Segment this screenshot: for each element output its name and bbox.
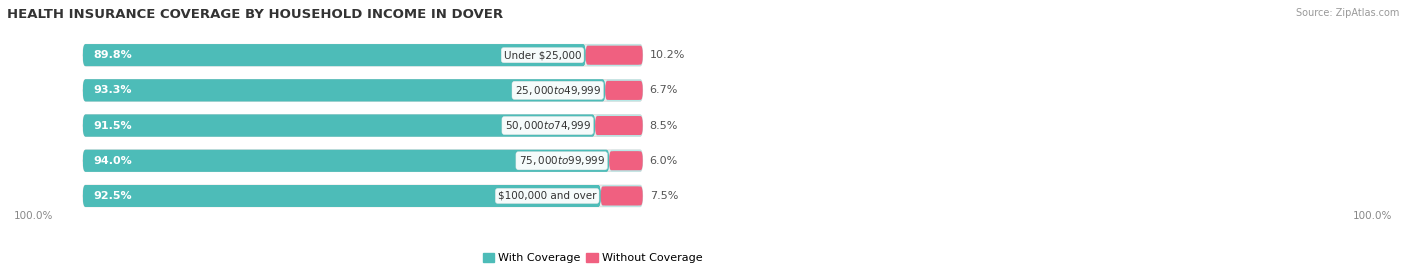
Text: 91.5%: 91.5%	[93, 121, 132, 130]
FancyBboxPatch shape	[595, 115, 643, 136]
FancyBboxPatch shape	[598, 116, 640, 135]
Text: 93.3%: 93.3%	[93, 85, 132, 95]
FancyBboxPatch shape	[83, 185, 643, 207]
FancyBboxPatch shape	[600, 185, 643, 207]
FancyBboxPatch shape	[609, 150, 643, 172]
FancyBboxPatch shape	[83, 115, 643, 136]
Text: Source: ZipAtlas.com: Source: ZipAtlas.com	[1295, 8, 1399, 18]
FancyBboxPatch shape	[83, 185, 600, 207]
FancyBboxPatch shape	[83, 79, 605, 101]
FancyBboxPatch shape	[586, 46, 643, 65]
FancyBboxPatch shape	[600, 186, 643, 206]
FancyBboxPatch shape	[83, 115, 595, 136]
Text: 6.0%: 6.0%	[650, 156, 678, 166]
FancyBboxPatch shape	[83, 185, 600, 207]
FancyBboxPatch shape	[83, 150, 643, 172]
Text: 94.0%: 94.0%	[93, 156, 132, 166]
Text: Under $25,000: Under $25,000	[503, 50, 581, 60]
FancyBboxPatch shape	[603, 187, 640, 205]
FancyBboxPatch shape	[83, 44, 643, 66]
FancyBboxPatch shape	[83, 79, 605, 101]
FancyBboxPatch shape	[83, 44, 586, 66]
Text: HEALTH INSURANCE COVERAGE BY HOUSEHOLD INCOME IN DOVER: HEALTH INSURANCE COVERAGE BY HOUSEHOLD I…	[7, 8, 503, 21]
Text: $25,000 to $49,999: $25,000 to $49,999	[515, 84, 600, 97]
Text: 7.5%: 7.5%	[650, 191, 678, 201]
FancyBboxPatch shape	[607, 81, 640, 100]
Legend: With Coverage, Without Coverage: With Coverage, Without Coverage	[478, 249, 707, 268]
FancyBboxPatch shape	[83, 115, 595, 136]
Text: 6.7%: 6.7%	[650, 85, 678, 95]
Text: 10.2%: 10.2%	[650, 50, 685, 60]
FancyBboxPatch shape	[83, 79, 643, 101]
Text: 100.0%: 100.0%	[1353, 211, 1392, 221]
FancyBboxPatch shape	[609, 151, 643, 170]
FancyBboxPatch shape	[83, 44, 586, 66]
FancyBboxPatch shape	[588, 46, 640, 64]
FancyBboxPatch shape	[586, 44, 643, 66]
FancyBboxPatch shape	[83, 150, 609, 172]
Text: 100.0%: 100.0%	[14, 211, 53, 221]
Text: $50,000 to $74,999: $50,000 to $74,999	[505, 119, 591, 132]
FancyBboxPatch shape	[605, 79, 643, 101]
FancyBboxPatch shape	[612, 152, 640, 170]
Text: 8.5%: 8.5%	[650, 121, 678, 130]
Text: $75,000 to $99,999: $75,000 to $99,999	[519, 154, 605, 167]
Text: 92.5%: 92.5%	[93, 191, 132, 201]
Text: $100,000 and over: $100,000 and over	[498, 191, 596, 201]
Text: 89.8%: 89.8%	[93, 50, 132, 60]
FancyBboxPatch shape	[595, 116, 643, 135]
FancyBboxPatch shape	[605, 81, 643, 100]
FancyBboxPatch shape	[83, 150, 609, 172]
